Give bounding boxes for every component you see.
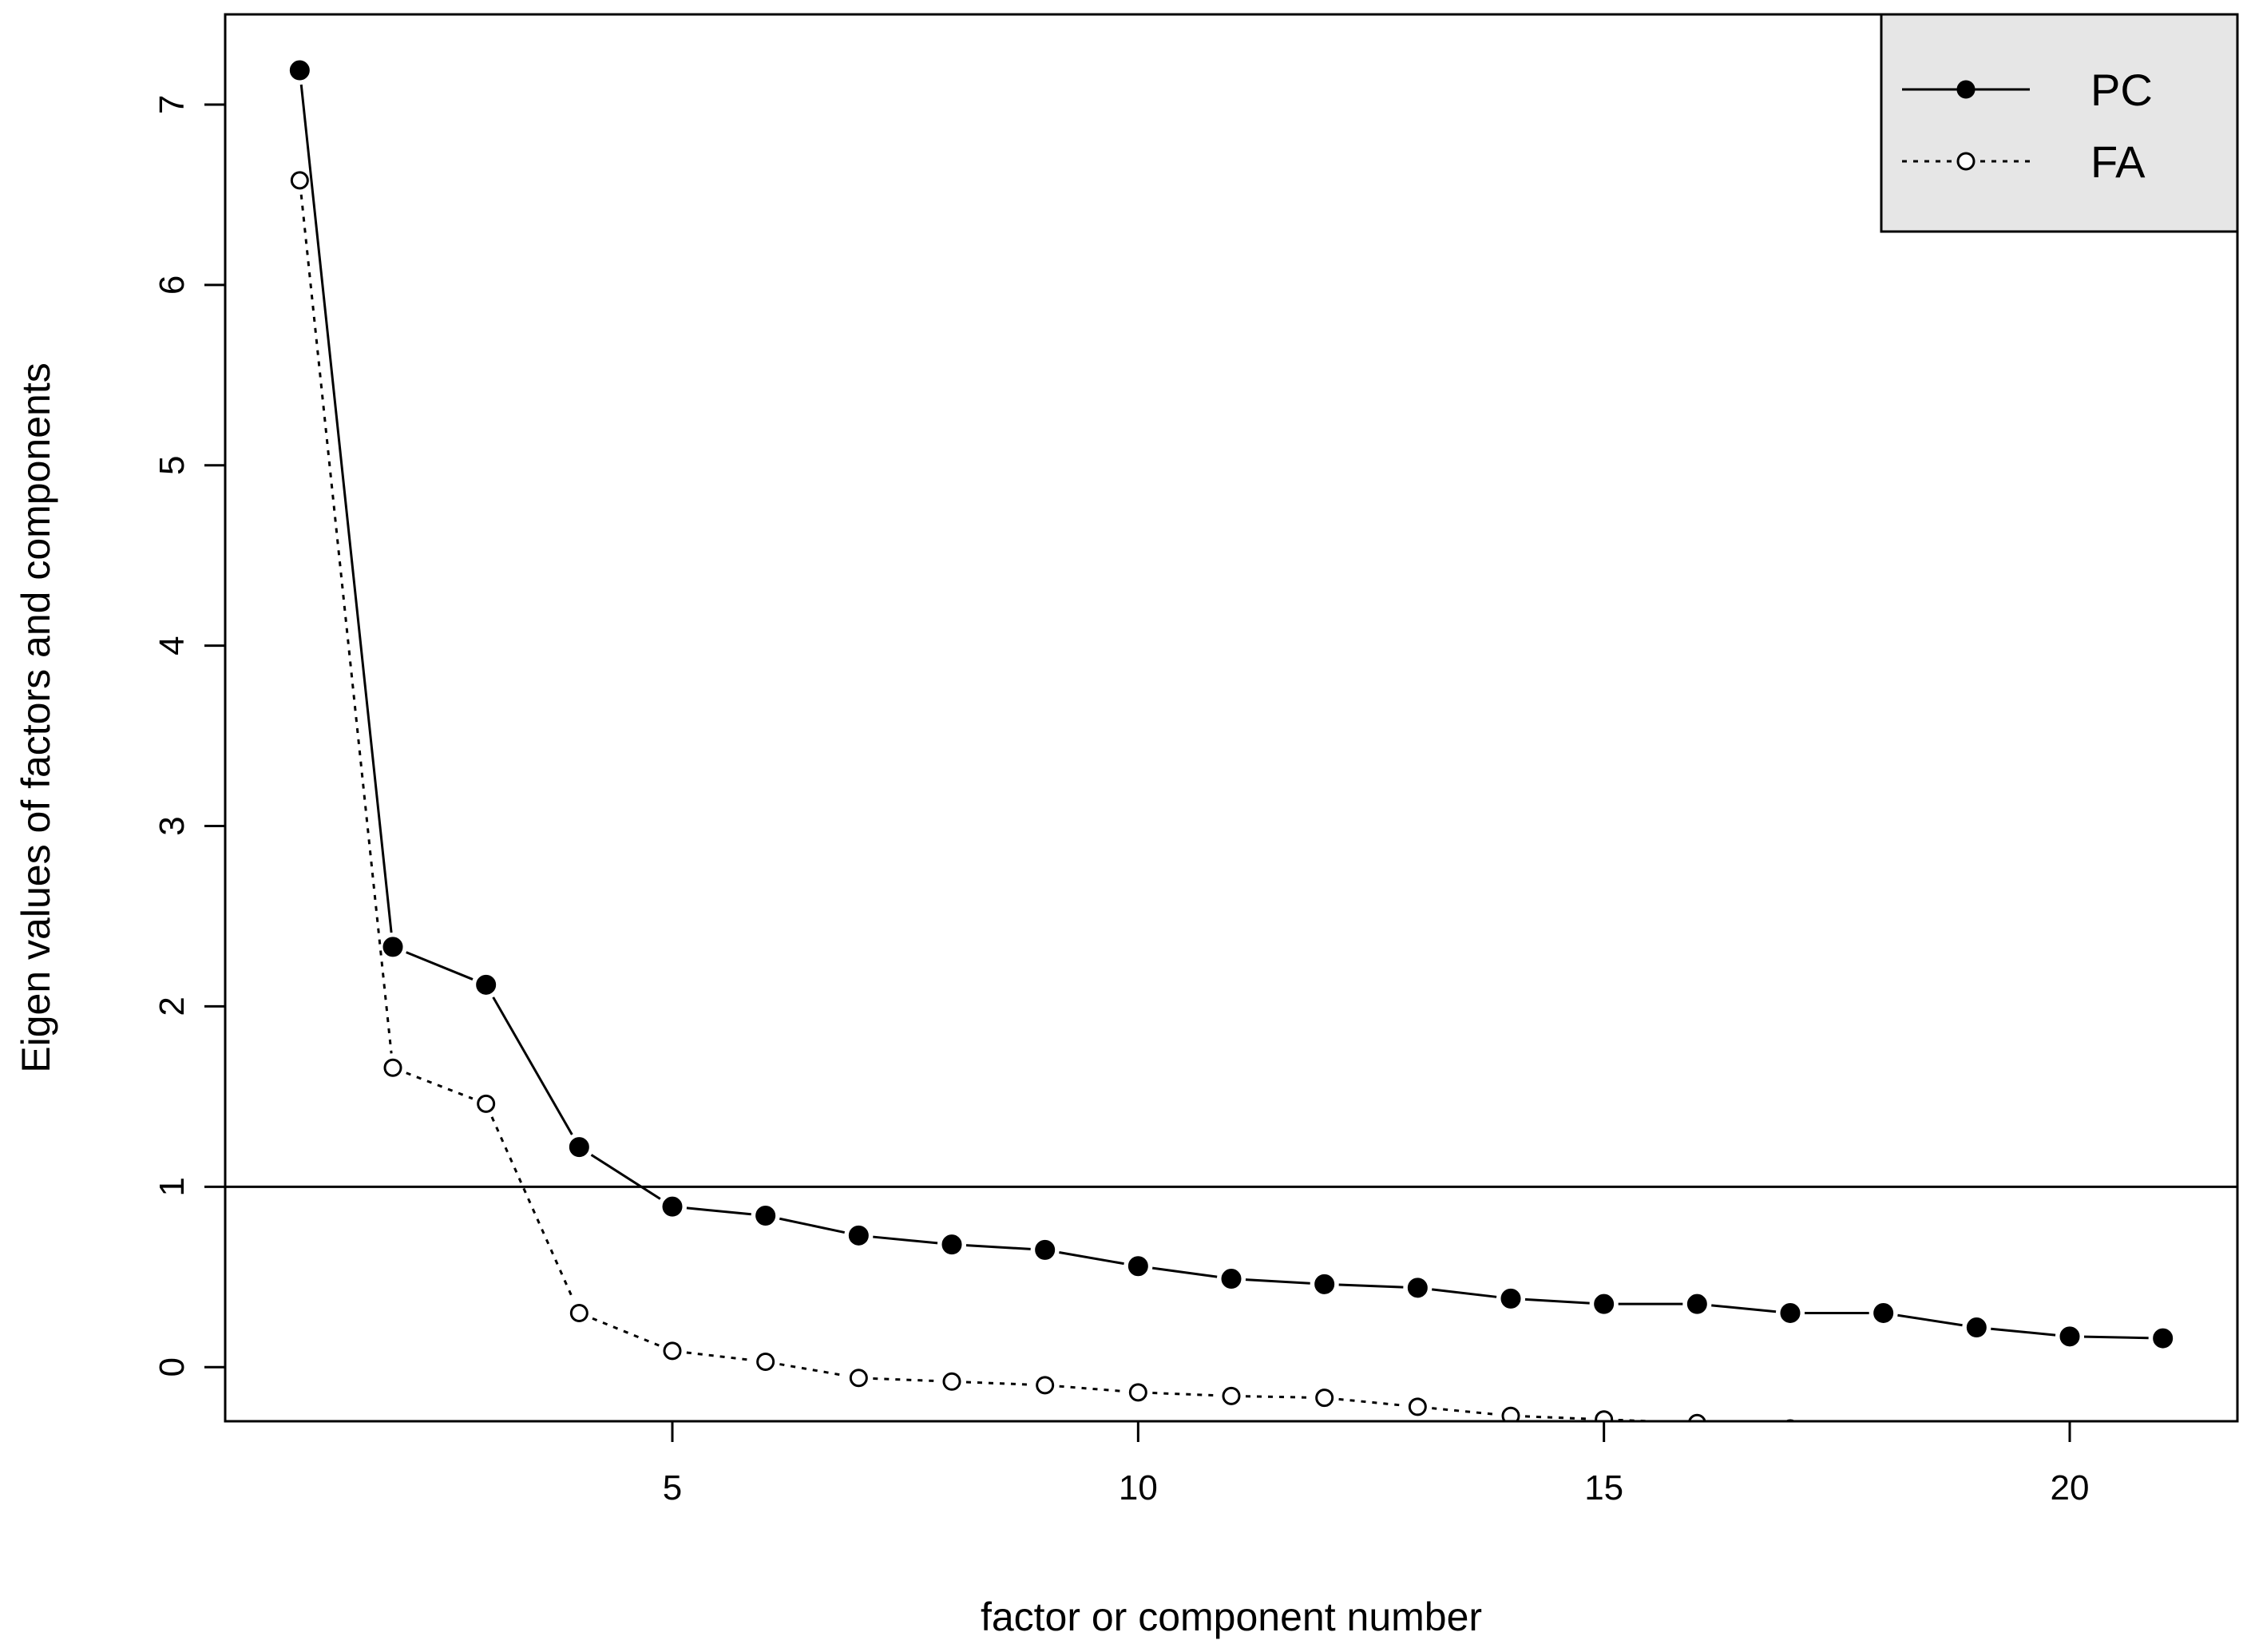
- series-pc-segment: [1432, 1288, 1497, 1298]
- y-tick-label: 2: [153, 996, 192, 1016]
- data-point-fa: [1688, 1413, 1706, 1421]
- series-layer: [289, 60, 2174, 1421]
- series-pc-segment: [1897, 1313, 1963, 1327]
- series-pc-segment: [779, 1217, 846, 1234]
- data-point-fa: [756, 1352, 775, 1371]
- data-point-pc: [755, 1205, 776, 1226]
- series-pc-segment: [1151, 1266, 1218, 1278]
- series-pc-segment: [590, 1154, 661, 1200]
- data-point-pc: [848, 1225, 869, 1246]
- y-tick-label: 3: [153, 816, 192, 835]
- series-pc-segment: [406, 951, 474, 981]
- data-point-pc: [1221, 1269, 1242, 1290]
- y-tick-label: 1: [153, 1177, 192, 1196]
- series-pc-segment: [686, 1206, 751, 1216]
- data-point-pc: [1314, 1274, 1335, 1294]
- legend-box: [1880, 13, 2239, 233]
- legend-fa-label: FA: [2090, 137, 2146, 187]
- y-axis-title: Eigen values of factors and components: [14, 362, 58, 1072]
- data-point-fa: [1128, 1383, 1147, 1402]
- x-tick-label: 20: [2051, 1468, 2090, 1507]
- data-point-pc: [1966, 1317, 1987, 1338]
- data-point-pc: [476, 974, 497, 995]
- data-point-pc: [1500, 1288, 1521, 1309]
- data-point-pc: [1780, 1302, 1801, 1323]
- legend: PC FA: [1880, 13, 2239, 233]
- y-tick-label: 0: [153, 1357, 192, 1377]
- x-tick-label: 10: [1119, 1468, 1158, 1507]
- series-pc-segment: [1991, 1327, 2056, 1337]
- data-point-pc: [1407, 1278, 1428, 1298]
- data-point-pc: [289, 60, 310, 81]
- data-point-pc: [1127, 1256, 1148, 1277]
- data-point-pc: [1686, 1293, 1707, 1314]
- data-point-pc: [1035, 1239, 1056, 1260]
- series-fa: [290, 171, 1797, 1421]
- series-fa-segment: [299, 194, 393, 1054]
- series-pc-segment: [2083, 1335, 2149, 1340]
- data-point-fa: [663, 1341, 682, 1361]
- legend-entry-pc: PC: [1902, 65, 2153, 115]
- data-point-pc: [941, 1234, 962, 1255]
- plot-frame: [224, 13, 2239, 1423]
- data-point-fa: [383, 1058, 402, 1077]
- data-point-fa: [1501, 1406, 1520, 1421]
- legend-pc-marker: [1956, 80, 1976, 99]
- data-point-fa: [942, 1372, 961, 1391]
- series-pc-segment: [873, 1235, 938, 1245]
- data-point-pc: [1873, 1302, 1894, 1323]
- data-point-fa: [477, 1094, 496, 1113]
- series-pc-segment: [299, 84, 393, 933]
- y-tick-label: 6: [153, 275, 192, 295]
- data-point-fa: [1036, 1376, 1055, 1395]
- series-pc-segment: [1711, 1304, 1777, 1313]
- y-axis: 0 1 2 3 4 5 6 7: [153, 95, 225, 1377]
- x-axis: 5 10 15 20: [663, 1421, 2090, 1507]
- series-fa-segment: [592, 1317, 660, 1347]
- legend-entry-fa: FA: [1902, 137, 2146, 187]
- data-point-pc: [662, 1196, 683, 1217]
- series-pc-segment: [1524, 1297, 1590, 1305]
- data-point-fa: [290, 171, 309, 190]
- data-point-fa: [1595, 1410, 1614, 1421]
- series-fa-segment: [406, 1072, 474, 1100]
- x-axis-title: factor or component number: [981, 1595, 1482, 1639]
- data-point-fa: [1222, 1386, 1241, 1405]
- x-tick-label: 15: [1584, 1468, 1623, 1507]
- x-tick-label: 5: [663, 1468, 682, 1507]
- series-pc: [289, 60, 2174, 1349]
- series-pc-segment: [492, 996, 573, 1135]
- data-point-pc: [1594, 1293, 1615, 1314]
- data-point-fa: [1408, 1397, 1427, 1416]
- y-tick-label: 5: [153, 456, 192, 475]
- data-point-pc: [569, 1137, 589, 1158]
- data-point-fa: [1315, 1389, 1334, 1408]
- legend-pc-label: PC: [2090, 65, 2153, 115]
- series-pc-segment: [1059, 1251, 1124, 1266]
- data-point-pc: [2153, 1328, 2174, 1349]
- data-point-pc: [382, 937, 403, 957]
- data-point-fa: [849, 1369, 868, 1388]
- data-point-fa: [569, 1303, 588, 1322]
- y-tick-label: 4: [153, 636, 192, 655]
- data-point-pc: [2059, 1326, 2080, 1347]
- legend-fa-marker: [1956, 152, 1976, 171]
- series-pc-segment: [965, 1244, 1031, 1250]
- series-pc-segment: [1245, 1278, 1310, 1285]
- y-tick-label: 7: [153, 95, 192, 114]
- series-pc-segment: [1338, 1283, 1404, 1289]
